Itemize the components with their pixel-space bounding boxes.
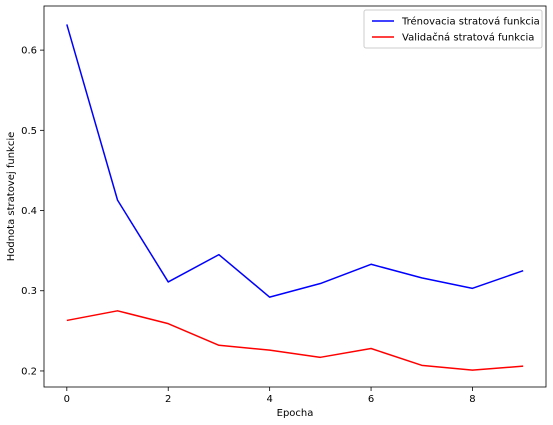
legend-box	[363, 9, 543, 49]
y-tick-label: 0.5	[21, 126, 37, 137]
legend-entry: Validačná stratová funkcia	[402, 32, 534, 44]
y-axis-ticks: 0.2 0.3 0.4 0.5 0.6	[21, 46, 44, 377]
y-tick-label: 0.6	[21, 46, 37, 57]
y-axis-label: Hodnota stratovej funkcie	[6, 132, 17, 262]
legend: Trénovacia stratová funkcia Validačná str…	[363, 9, 543, 49]
y-tick-label: 0.4	[21, 206, 37, 217]
x-tick-label: 8	[469, 394, 475, 405]
series-lines	[66, 24, 524, 371]
x-tick-label: 0	[64, 394, 70, 405]
axes-frame	[43, 5, 547, 388]
series-line-validation	[66, 310, 524, 371]
series-line-training	[66, 24, 524, 298]
y-tick-label: 0.3	[21, 286, 37, 297]
x-axis-label: Epocha	[277, 408, 314, 419]
x-tick-label: 6	[368, 394, 374, 405]
y-tick-label: 0.2	[21, 366, 37, 377]
x-tick-label: 2	[165, 394, 171, 405]
x-tick-label: 4	[266, 394, 272, 405]
x-axis-ticks: 0 2 4 6 8	[64, 387, 476, 405]
legend-entry: Trénovacia stratová funkcia	[401, 16, 540, 28]
